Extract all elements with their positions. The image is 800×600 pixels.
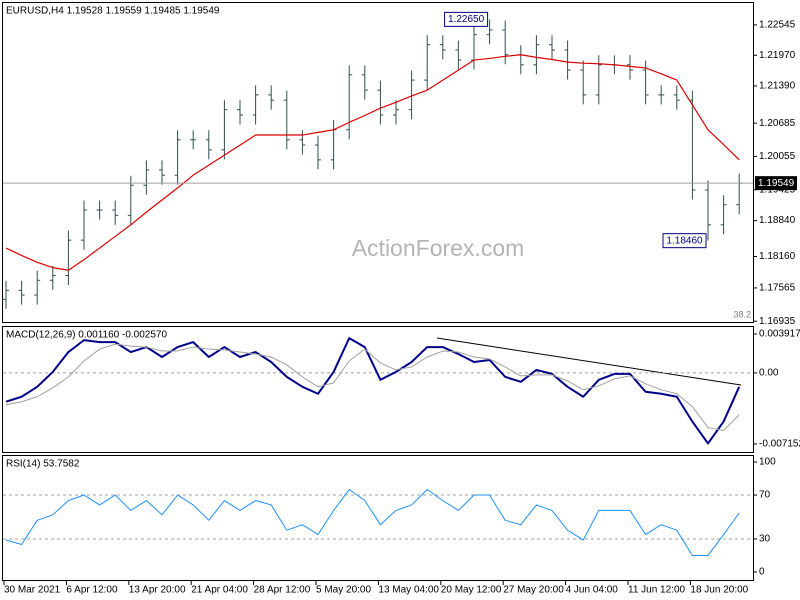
- y-tick-label: -0.007152: [759, 439, 800, 450]
- indicator-line: [5, 343, 740, 432]
- y-tick-label: 100: [759, 457, 776, 468]
- price-annotation-box: [662, 233, 707, 249]
- y-tick-label: 70: [759, 490, 771, 501]
- y-tick-label: 1.21390: [759, 81, 796, 92]
- x-tick-label: 6 Apr 12:00: [66, 585, 118, 596]
- price-annotation: 1.18460: [666, 235, 703, 246]
- y-tick-label: 0.003917: [759, 329, 800, 340]
- x-tick-label: 20 May 12:00: [441, 585, 502, 596]
- x-tick-label: 27 May 20:00: [503, 585, 564, 596]
- indicator-line: [5, 337, 741, 445]
- trend-line: [436, 337, 742, 386]
- y-tick-label: 1.21970: [759, 50, 796, 61]
- y-tick-label: 1.17565: [759, 283, 796, 294]
- y-tick-label: 1.18160: [759, 251, 796, 262]
- x-tick-label: 28 Apr 12:00: [254, 585, 311, 596]
- y-tick-label: 1.20055: [759, 151, 796, 162]
- x-tick-label: 30 Mar 2021: [4, 585, 61, 596]
- x-tick-label: 13 May 04:00: [378, 585, 439, 596]
- indicator-line: [5, 489, 740, 556]
- y-tick-label: 1.22545: [759, 20, 796, 31]
- x-tick-label: 11 Jun 12:00: [628, 585, 686, 596]
- macd-panel: [2, 326, 754, 453]
- y-tick-label: 30: [759, 534, 771, 545]
- y-tick-label: 1.18840: [759, 215, 796, 226]
- y-tick-label: 1.20685: [759, 118, 796, 129]
- last-price-label: 1.19549: [758, 178, 795, 189]
- y-tick-label: 0: [759, 567, 765, 578]
- x-tick-label: 5 May 20:00: [316, 585, 371, 596]
- fib-label: 38.2: [733, 309, 751, 319]
- x-tick-label: 21 Apr 04:00: [191, 585, 248, 596]
- y-tick-label: 1.16935: [759, 316, 796, 327]
- y-tick-label: 0.00: [759, 368, 779, 379]
- price-annotation-box: [444, 11, 489, 27]
- price-annotation: 1.22650: [448, 14, 485, 25]
- rsi-panel: [2, 455, 754, 581]
- moving-average: [5, 54, 740, 271]
- price-panel: [2, 2, 754, 323]
- watermark: ActionForex.com: [352, 235, 525, 261]
- last-price-box: [755, 176, 797, 191]
- x-tick-label: 4 Jun 04:00: [566, 585, 619, 596]
- x-tick-label: 18 Jun 20:00: [690, 585, 748, 596]
- panel-title: RSI(14) 53.7582: [6, 459, 80, 470]
- panel-title: EURUSD,H4 1.19528 1.19559 1.19485 1.1954…: [6, 6, 220, 17]
- x-tick-label: 13 Apr 20:00: [129, 585, 186, 596]
- panel-title: MACD(12,26,9) 0.001160 -0.002570: [6, 330, 167, 341]
